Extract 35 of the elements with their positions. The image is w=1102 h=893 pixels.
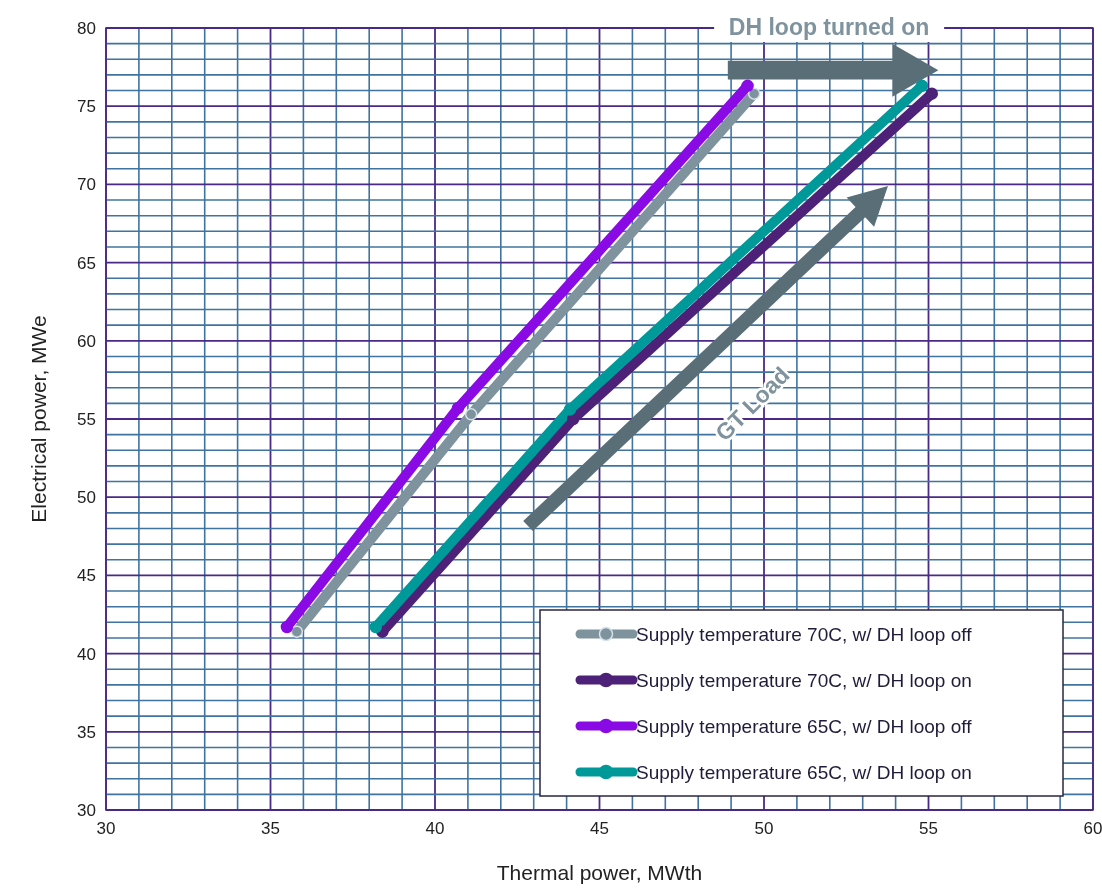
point	[741, 79, 754, 93]
point	[280, 620, 294, 634]
x-tick-label: 30	[96, 819, 116, 838]
y-tick-label: 80	[77, 19, 96, 38]
legend-label: Supply temperature 70C, w/ DH loop off	[636, 624, 973, 645]
y-tick-label: 60	[77, 331, 96, 351]
legend-label: Supply temperature 65C, w/ DH loop on	[636, 762, 972, 783]
point	[369, 620, 383, 634]
legend-label: Supply temperature 70C, w/ DH loop on	[636, 670, 972, 691]
y-tick-label: 40	[77, 644, 96, 664]
x-tick-label: 40	[425, 819, 445, 838]
y-tick-label: 35	[77, 722, 96, 742]
y-tick-label: 30	[77, 801, 96, 820]
x-tick-label: 35	[261, 819, 280, 838]
legend-label: Supply temperature 65C, w/ DH loop off	[636, 716, 973, 737]
x-tick-label: 45	[590, 819, 609, 838]
annotation: DH loop turned on	[728, 14, 930, 40]
point	[747, 87, 761, 100]
y-tick-label: 55	[77, 410, 96, 429]
point	[925, 87, 939, 100]
x-tick-label: 50	[754, 819, 774, 838]
point	[451, 401, 465, 415]
y-tick-label: 75	[77, 97, 96, 117]
y-tick-label: 45	[77, 566, 96, 586]
x-axis-title: Thermal power, MWth	[496, 861, 703, 884]
point	[464, 408, 478, 421]
x-tick-label: 55	[919, 819, 938, 838]
point	[915, 79, 929, 93]
point	[563, 403, 577, 416]
y-tick-label: 70	[77, 175, 96, 195]
y-axis-title: Electrical power, MWe	[27, 315, 50, 523]
y-tick-label: 65	[77, 253, 96, 273]
x-tick-label: 60	[1083, 819, 1102, 838]
point	[290, 625, 304, 638]
y-tick-label: 50	[77, 488, 96, 508]
